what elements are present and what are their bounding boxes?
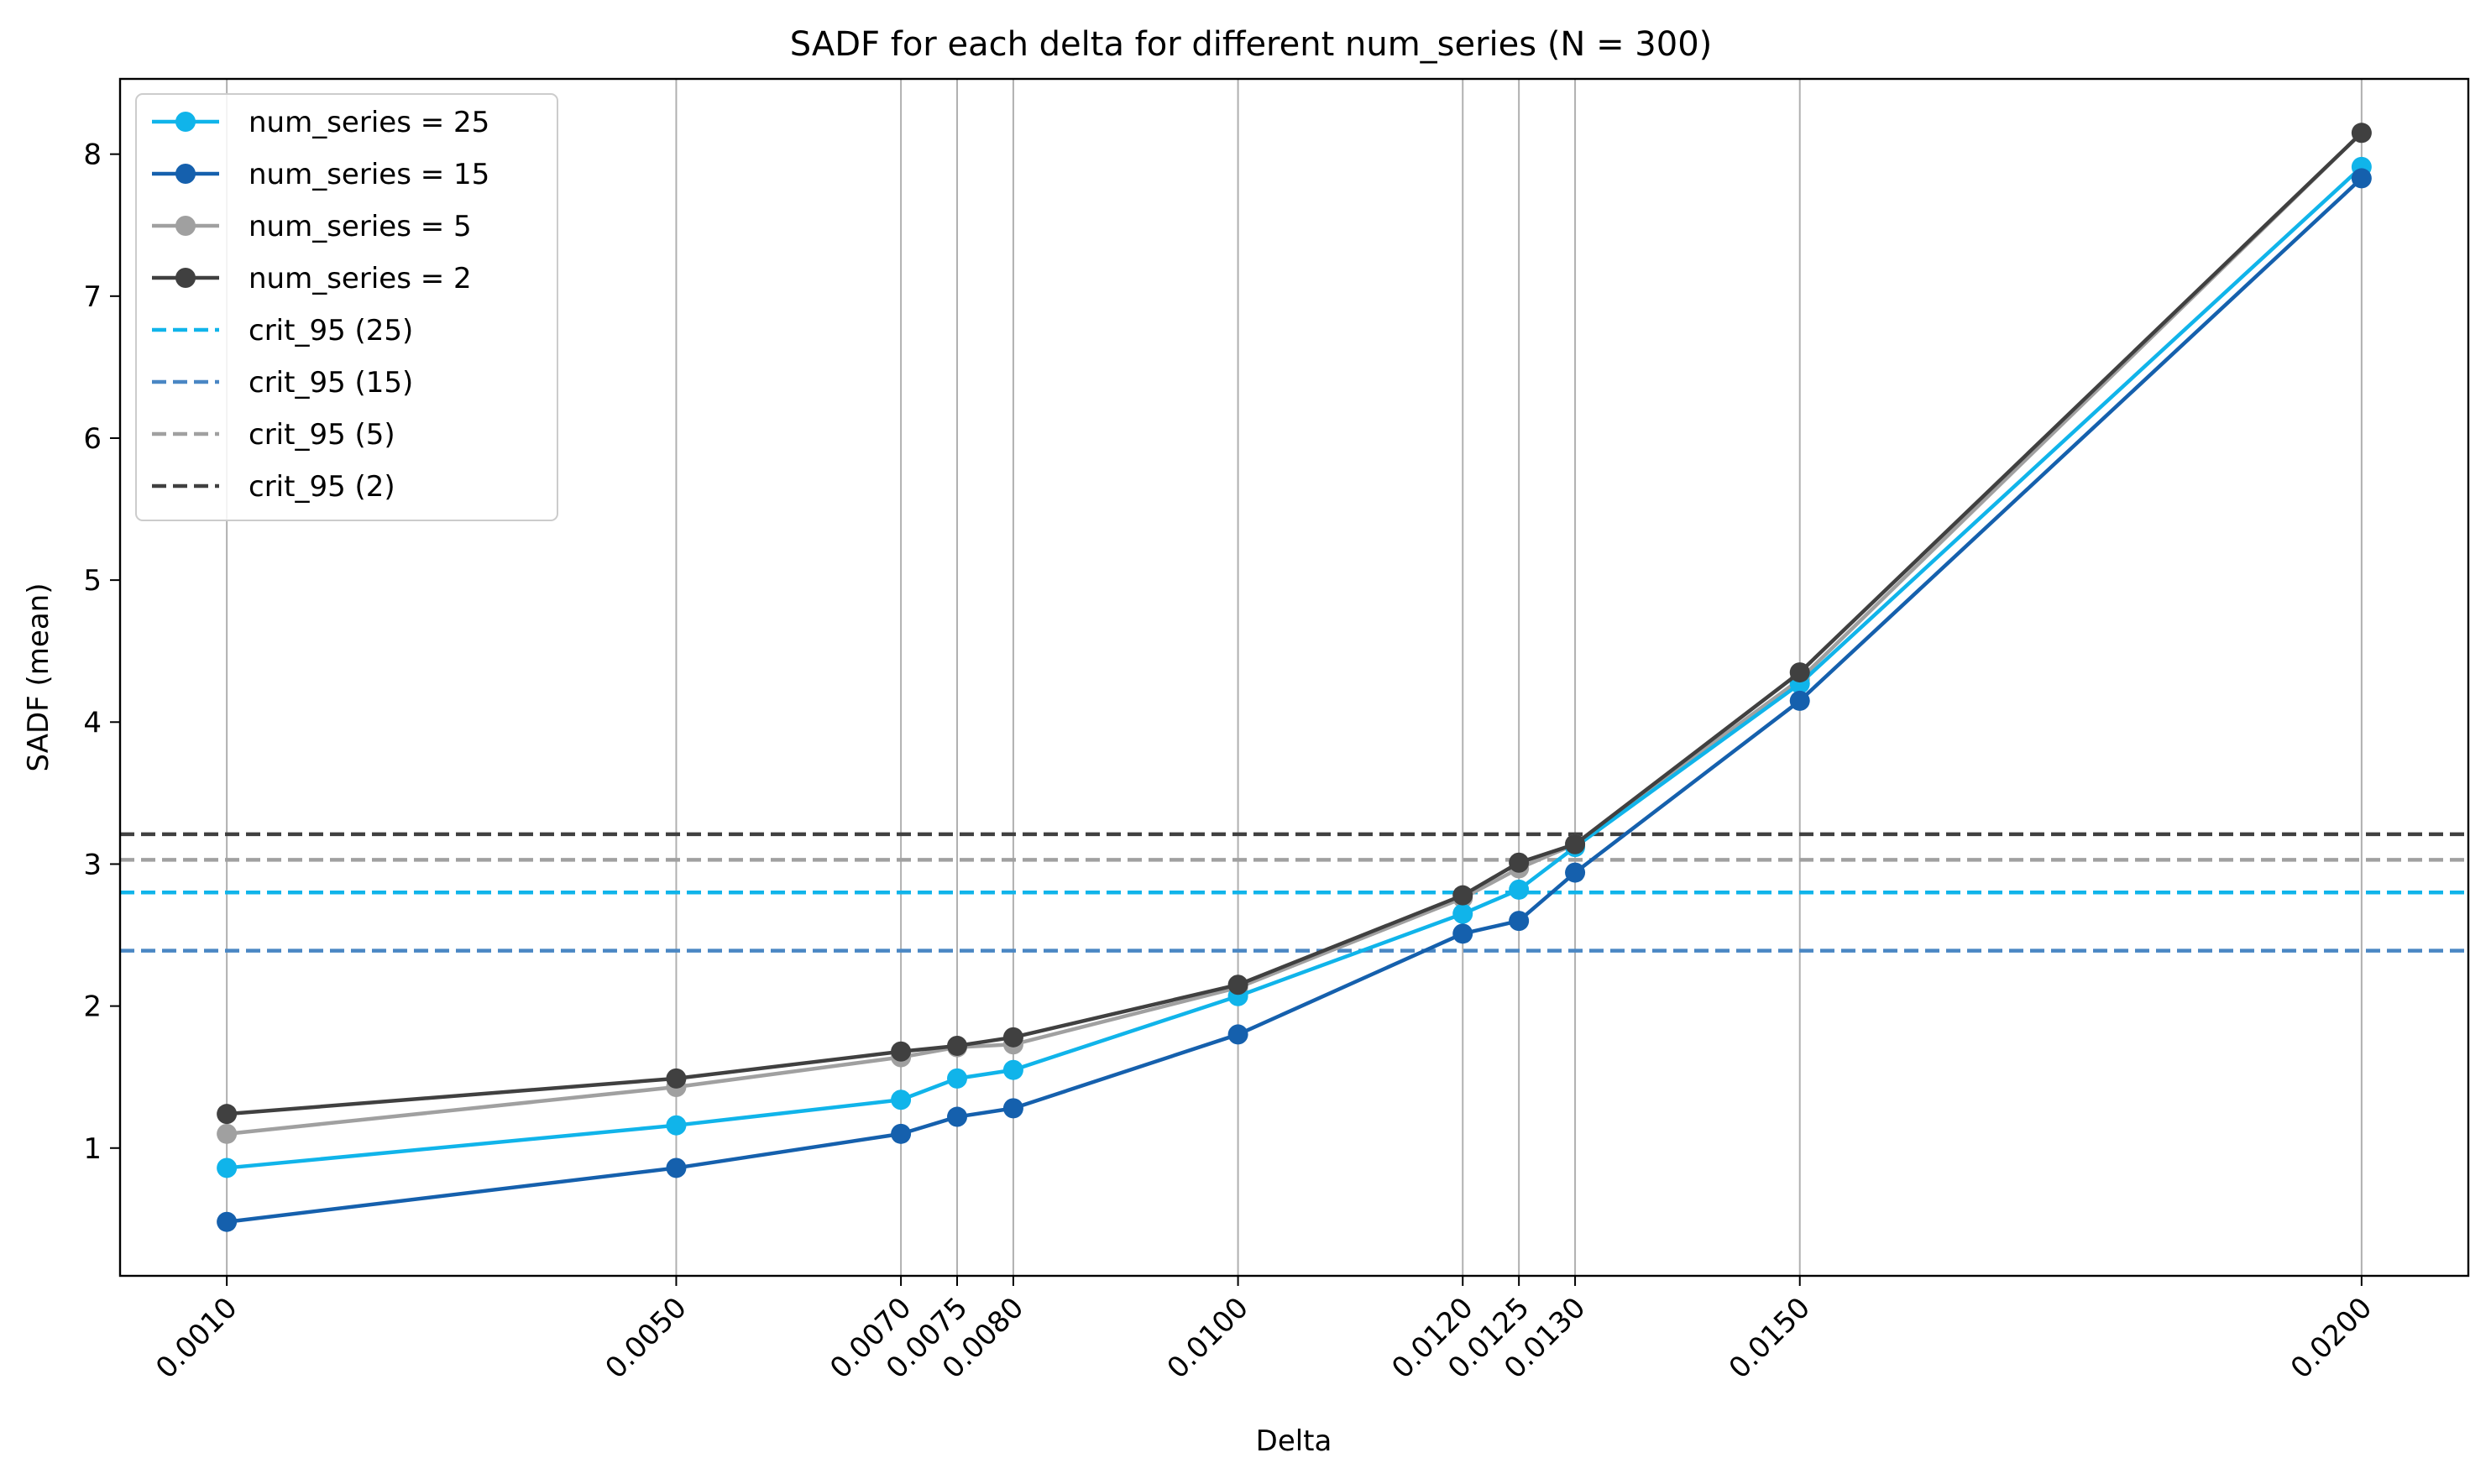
data-point — [1565, 862, 1586, 883]
y-tick-label: 2 — [83, 990, 102, 1024]
data-point — [666, 1115, 687, 1136]
data-point — [666, 1157, 687, 1178]
data-point — [1509, 879, 1530, 900]
series-layer — [217, 123, 2372, 1232]
data-point — [1452, 923, 1473, 944]
data-point — [2351, 123, 2372, 144]
data-point — [217, 1157, 238, 1178]
y-tick-label: 6 — [83, 422, 102, 456]
data-point — [891, 1041, 912, 1062]
x-axis-label: Delta — [1256, 1424, 1332, 1458]
data-point — [1509, 852, 1530, 873]
y-tick-label: 8 — [83, 138, 102, 172]
legend: num_series = 25 num_series = 15 num_series… — [135, 93, 558, 521]
data-point — [1565, 833, 1586, 854]
data-point — [1227, 1024, 1248, 1045]
data-point — [217, 1211, 238, 1232]
y-tick-label: 7 — [83, 280, 102, 314]
data-point — [1789, 690, 1810, 711]
data-point — [891, 1123, 912, 1144]
legend-label: crit_95 (2) — [249, 470, 395, 504]
chart-title: SADF for each delta for different num_se… — [790, 25, 1713, 64]
data-point — [1789, 662, 1810, 683]
legend-label: num_series = 5 — [249, 210, 472, 243]
data-point — [947, 1035, 968, 1056]
legend-marker — [175, 268, 196, 288]
legend-label: crit_95 (25) — [249, 314, 413, 347]
data-point — [1002, 1098, 1023, 1119]
data-point — [1227, 975, 1248, 995]
plot-frame — [118, 77, 2470, 1278]
y-tick-label: 3 — [83, 848, 102, 881]
reference-lines — [120, 832, 2468, 953]
data-point — [1452, 885, 1473, 906]
data-point — [217, 1123, 238, 1144]
data-point — [217, 1104, 238, 1125]
legend-label: num_series = 15 — [249, 158, 489, 191]
data-point — [1002, 1059, 1023, 1080]
legend-marker — [175, 112, 196, 132]
legend-marker — [175, 216, 196, 236]
legend-label: crit_95 (5) — [249, 418, 395, 452]
legend-marker — [175, 164, 196, 184]
data-point — [1452, 903, 1473, 924]
data-point — [2351, 168, 2372, 189]
y-tick-label: 5 — [83, 564, 102, 598]
y-axis-label: SADF (mean) — [22, 583, 55, 772]
data-point — [1002, 1027, 1023, 1048]
y-tick-label: 1 — [83, 1132, 102, 1166]
y-axis: 1 2 3 4 5 6 7 8 — [83, 138, 120, 1166]
y-tick-label: 4 — [83, 706, 102, 739]
legend-label: crit_95 (15) — [249, 366, 413, 400]
legend-label: num_series = 25 — [249, 106, 489, 139]
legend-label: num_series = 2 — [249, 262, 472, 295]
data-point — [1509, 911, 1530, 932]
data-point — [891, 1089, 912, 1110]
legend-box — [135, 93, 558, 521]
data-point — [947, 1068, 968, 1089]
data-point — [666, 1068, 687, 1089]
data-point — [947, 1106, 968, 1127]
